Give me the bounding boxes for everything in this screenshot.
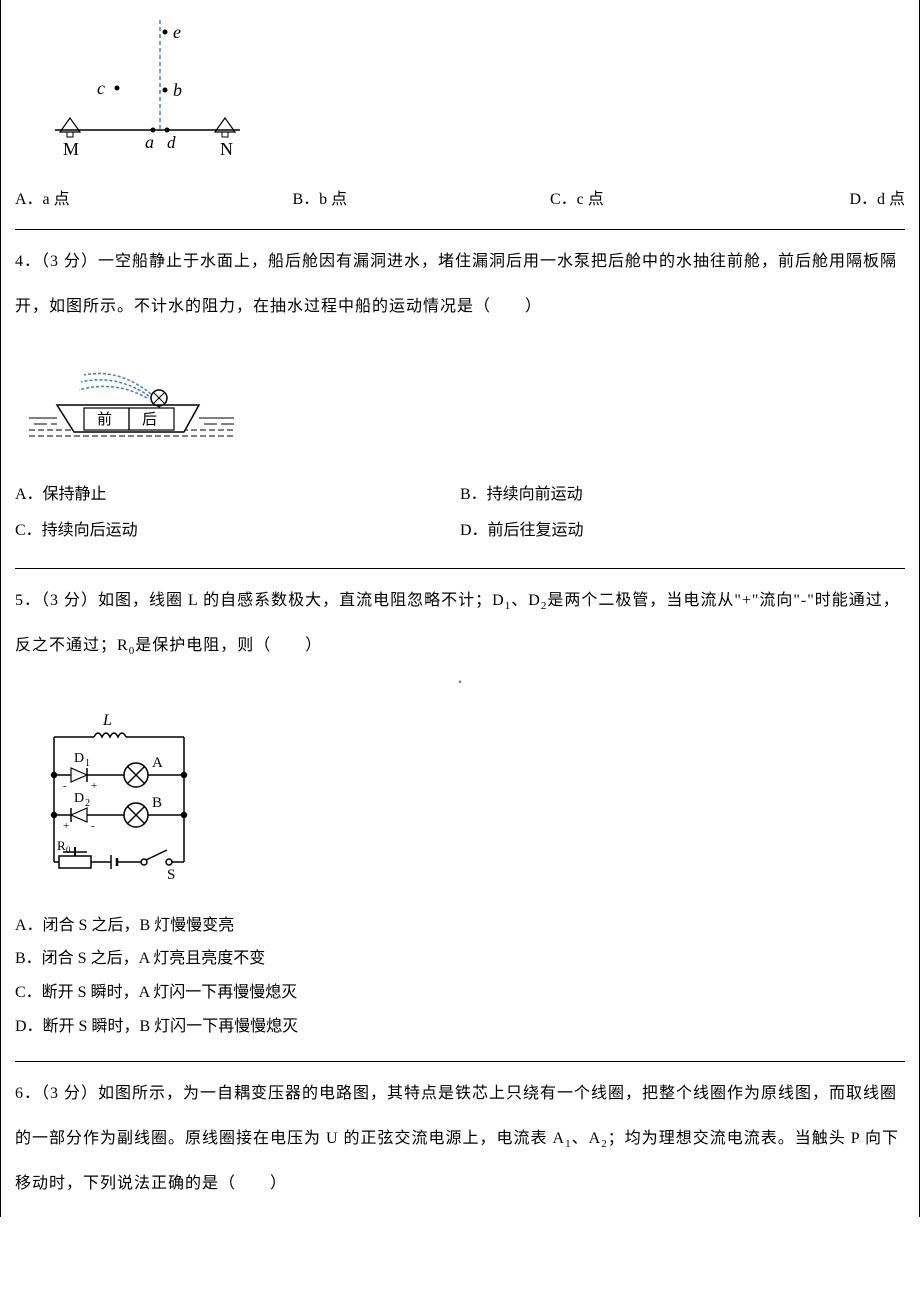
svg-text:D: D — [74, 791, 84, 806]
svg-text:0: 0 — [66, 845, 71, 855]
svg-text:1: 1 — [85, 758, 90, 769]
q5-option-b: B．闭合 S 之后，A 灯亮且亮度不变 — [15, 942, 905, 976]
svg-text:L: L — [102, 712, 112, 729]
svg-text:+: + — [91, 780, 97, 792]
q4-option-d: D．前后往复运动 — [460, 513, 905, 550]
svg-text:a: a — [145, 132, 154, 152]
diagram-circuit: L D 1 A - + — [29, 707, 209, 882]
figure-q5: L D 1 A - + — [15, 687, 905, 897]
svg-text:D: D — [74, 751, 84, 766]
boat-label-back: 后 — [142, 411, 157, 428]
q3-options: A．a 点 B．b 点 C．c 点 D．d 点 — [15, 175, 905, 229]
q3-option-c: C．c 点 — [470, 185, 728, 209]
q3-option-d: D．d 点 — [728, 185, 906, 209]
q3-option-b: B．b 点 — [193, 185, 471, 209]
q3-option-a: A．a 点 — [15, 185, 193, 209]
q5-text-part3: 是保护电阻，则（ ） — [135, 637, 322, 654]
svg-text:N: N — [220, 139, 233, 159]
svg-text:b: b — [173, 80, 182, 100]
q5-option-a: A．闭合 S 之后，B 灯慢慢变亮 — [15, 909, 905, 943]
q5-option-d: D．断开 S 瞬时，B 灯闪一下再慢慢熄灭 — [15, 1010, 905, 1044]
q4-options: A．保持静止 B．持续向前运动 C．持续向后运动 D．前后往复运动 — [15, 465, 905, 569]
center-mark: ▪ — [15, 679, 905, 687]
q4-text: 4．（3 分）一空船静止于水面上，船后舱因有漏洞进水，堵住漏洞后用一水泵把后舱中… — [15, 230, 905, 340]
svg-text:S: S — [167, 867, 175, 882]
q6-text: 6．（3 分）如图所示，为一自耦变压器的电路图，其特点是铁芯上只绕有一个线圈，把… — [15, 1062, 905, 1216]
svg-text:e: e — [173, 22, 181, 42]
svg-text:M: M — [63, 139, 79, 159]
q5-options: A．闭合 S 之后，B 灯慢慢变亮 B．闭合 S 之后，A 灯亮且亮度不变 C．… — [15, 897, 905, 1061]
q5-text: 5．（3 分）如图，线圈 L 的自感系数极大，直流电阻忽略不计；D1、D2是两个… — [15, 569, 905, 679]
q5-option-c: C．断开 S 瞬时，A 灯闪一下再慢慢熄灭 — [15, 976, 905, 1010]
svg-text:-: - — [91, 820, 95, 832]
q6-text-part1: 、A — [572, 1130, 602, 1147]
page-container: M N e c b a d A．a 点 B．b 点 C．c 点 D．d 点 4．… — [0, 0, 920, 1217]
figure-q3: M N e c b a d — [15, 0, 905, 175]
q5-text-part1: 、D — [511, 592, 541, 609]
svg-text:d: d — [167, 133, 176, 152]
svg-text:2: 2 — [85, 798, 90, 809]
svg-text:c: c — [97, 78, 105, 98]
diagram-boat: 前 后 — [29, 360, 239, 450]
q4-option-a: A．保持静止 — [15, 477, 460, 514]
svg-text:R: R — [57, 838, 66, 853]
svg-text:+: + — [63, 820, 69, 832]
figure-q4: 前 后 — [15, 340, 905, 465]
q5-text-part0: 5．（3 分）如图，线圈 L 的自感系数极大，直流电阻忽略不计；D — [15, 592, 505, 609]
svg-text:A: A — [152, 755, 163, 771]
q4-option-b: B．持续向前运动 — [460, 477, 905, 514]
q4-option-c: C．持续向后运动 — [15, 513, 460, 550]
svg-text:-: - — [63, 780, 67, 792]
diagram-mn-points: M N e c b a d — [45, 20, 255, 160]
svg-text:B: B — [152, 795, 162, 811]
boat-label-front: 前 — [97, 411, 112, 428]
